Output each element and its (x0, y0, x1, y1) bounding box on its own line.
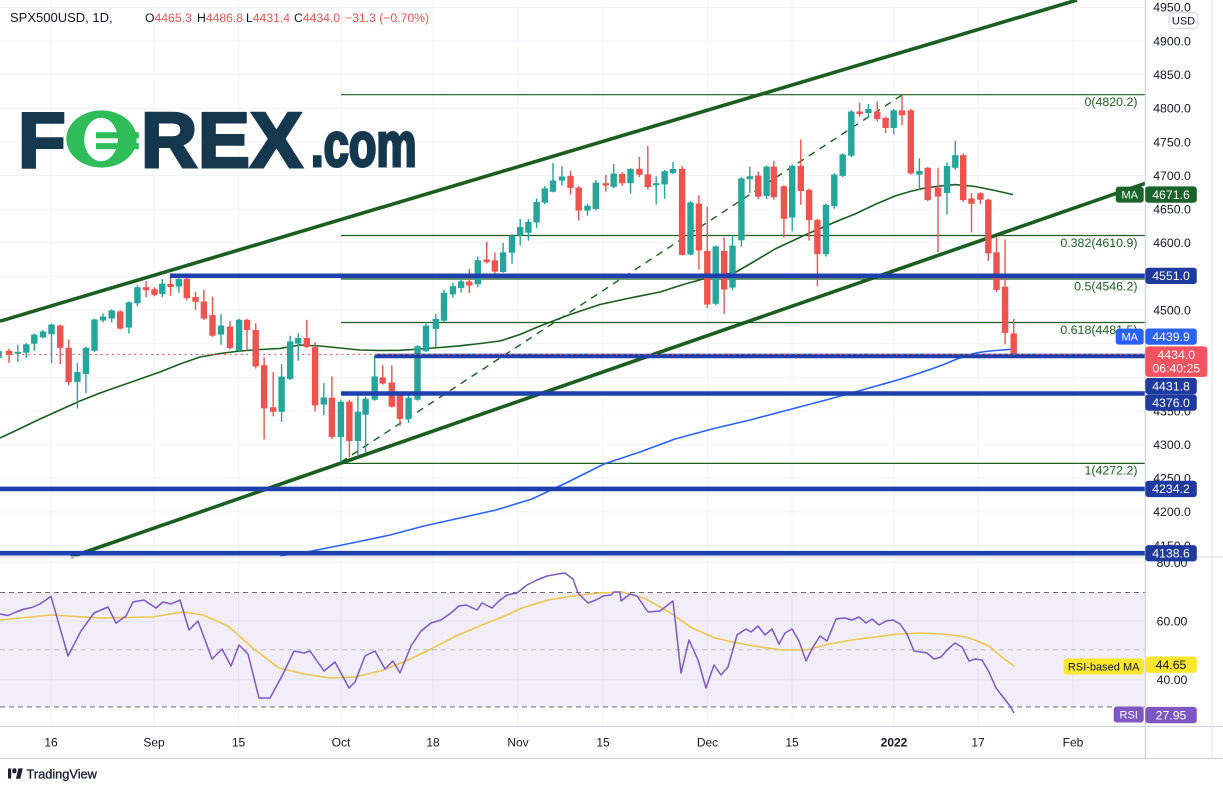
svg-text:4750.0: 4750.0 (1153, 135, 1191, 149)
svg-text:TradingView: TradingView (27, 766, 98, 781)
svg-text:MA: MA (1121, 331, 1138, 343)
svg-text:Sep: Sep (143, 735, 165, 749)
svg-text:15: 15 (596, 735, 610, 749)
svg-text:.com: .com (311, 110, 417, 180)
svg-text:Oct: Oct (332, 735, 351, 749)
svg-text:4234.2: 4234.2 (1152, 482, 1190, 496)
svg-text:4500.0: 4500.0 (1153, 303, 1191, 317)
svg-text:4431.8: 4431.8 (1152, 379, 1190, 393)
svg-text:27.95: 27.95 (1156, 708, 1187, 722)
svg-text:44.65: 44.65 (1156, 658, 1187, 672)
svg-text:−31.3 (−0.70%): −31.3 (−0.70%) (345, 11, 429, 25)
svg-text:16: 16 (44, 735, 58, 749)
svg-text:H4486.8: H4486.8 (197, 11, 243, 25)
svg-text:4700.0: 4700.0 (1153, 169, 1191, 183)
svg-text:06:40:25: 06:40:25 (1152, 361, 1200, 375)
svg-text:0.5(4546.2): 0.5(4546.2) (1074, 279, 1137, 293)
svg-text:40.00: 40.00 (1157, 673, 1188, 687)
svg-text:2022: 2022 (881, 735, 908, 749)
svg-text:4850.0: 4850.0 (1153, 68, 1191, 82)
svg-text:Feb: Feb (1063, 735, 1084, 749)
svg-text:4439.9: 4439.9 (1152, 330, 1190, 344)
svg-text:4434.0: 4434.0 (1157, 348, 1195, 362)
svg-text:RSI-based MA: RSI-based MA (1068, 661, 1140, 673)
svg-text:4671.6: 4671.6 (1152, 188, 1190, 202)
svg-text:17: 17 (971, 735, 985, 749)
svg-text:4950.0: 4950.0 (1153, 1, 1191, 15)
svg-text:4600.0: 4600.0 (1153, 236, 1191, 250)
svg-text:MA: MA (1121, 189, 1138, 201)
svg-text:Nov: Nov (507, 735, 528, 749)
svg-text:60.00: 60.00 (1157, 614, 1188, 628)
svg-text:15: 15 (785, 735, 799, 749)
svg-text:0(4820.2): 0(4820.2) (1084, 95, 1137, 109)
svg-text:18: 18 (426, 735, 440, 749)
svg-text:C4434.0: C4434.0 (294, 11, 340, 25)
svg-text:4650.0: 4650.0 (1153, 203, 1191, 217)
svg-text:1(4272.2): 1(4272.2) (1084, 464, 1137, 478)
svg-text:SPX500USD, 1D,: SPX500USD, 1D, (10, 10, 113, 25)
svg-text:F: F (18, 96, 66, 184)
svg-text:L4431.4: L4431.4 (246, 11, 290, 25)
svg-text:15: 15 (232, 735, 246, 749)
svg-text:4900.0: 4900.0 (1153, 34, 1191, 48)
svg-text:O4465.3: O4465.3 (145, 11, 192, 25)
svg-text:REX: REX (141, 96, 303, 184)
svg-text:4551.0: 4551.0 (1152, 269, 1190, 283)
svg-text:4800.0: 4800.0 (1153, 102, 1191, 116)
svg-text:4138.6: 4138.6 (1152, 547, 1190, 561)
svg-text:Dec: Dec (697, 735, 718, 749)
svg-text:USD: USD (1172, 16, 1195, 28)
svg-text:4200.0: 4200.0 (1153, 505, 1191, 519)
svg-text:4376.0: 4376.0 (1152, 396, 1190, 410)
svg-text:4300.0: 4300.0 (1153, 438, 1191, 452)
svg-text:0.382(4610.9): 0.382(4610.9) (1060, 236, 1137, 250)
svg-text:RSI: RSI (1120, 709, 1138, 721)
